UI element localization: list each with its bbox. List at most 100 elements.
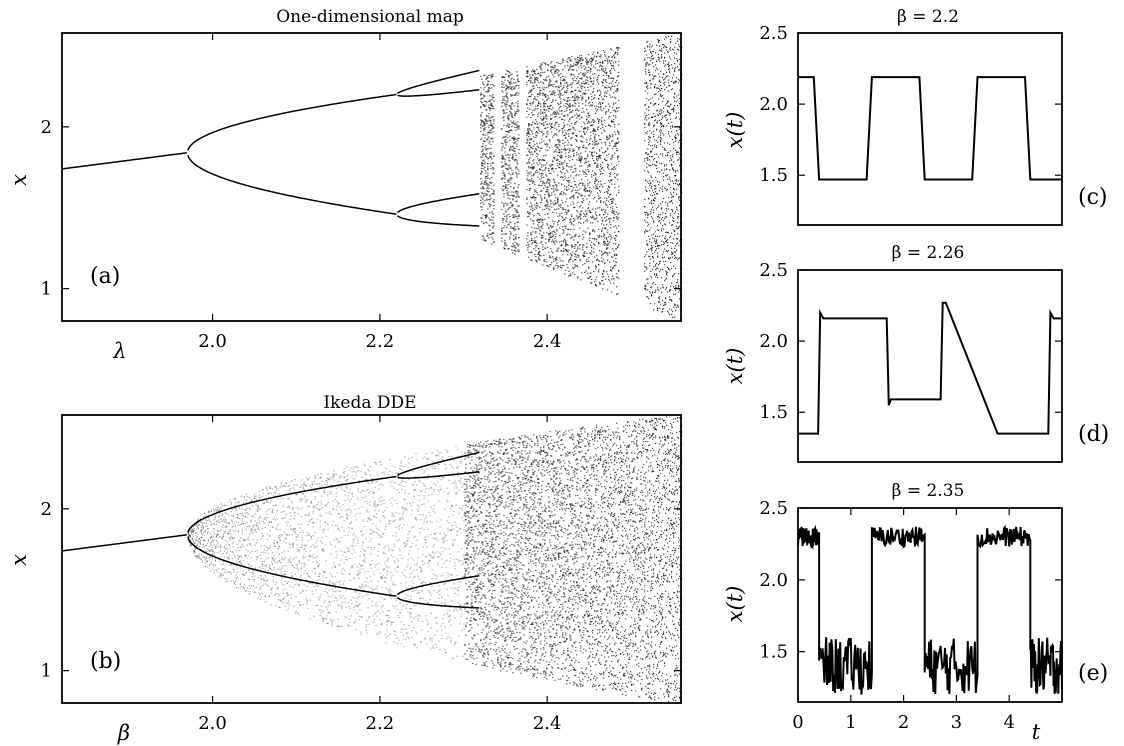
bifurcation-point bbox=[541, 241, 543, 243]
bifurcation-point bbox=[503, 125, 505, 127]
bifurcation-point bbox=[585, 215, 587, 217]
bifurcation-point bbox=[667, 242, 669, 244]
bifurcation-point bbox=[190, 529, 192, 531]
bifurcation-point bbox=[557, 250, 559, 252]
bifurcation-point bbox=[492, 115, 494, 118]
bifurcation-point bbox=[512, 205, 514, 207]
bifurcation-point bbox=[655, 289, 657, 291]
bifurcation-point bbox=[565, 155, 567, 157]
bifurcation-point bbox=[658, 229, 660, 231]
bifurcation-point bbox=[484, 118, 486, 121]
bifurcation-point bbox=[579, 227, 581, 229]
bifurcation-point bbox=[664, 65, 666, 67]
bifurcation-point bbox=[655, 241, 657, 243]
bifurcation-point bbox=[536, 152, 538, 155]
bifurcation-point bbox=[612, 208, 614, 210]
bifurcation-point bbox=[657, 87, 659, 89]
bifurcation-point bbox=[585, 99, 587, 101]
bifurcation-point bbox=[190, 543, 192, 545]
bifurcation-point bbox=[575, 139, 577, 141]
bifurcation-point bbox=[604, 183, 606, 185]
bifurcation-point bbox=[659, 110, 661, 112]
bifurcation-point bbox=[192, 530, 194, 532]
bifurcation-point bbox=[658, 156, 660, 158]
bifurcation-point bbox=[508, 119, 510, 121]
bifurcation-point bbox=[226, 551, 228, 553]
bifurcation-point bbox=[672, 138, 674, 141]
bifurcation-point bbox=[572, 236, 574, 238]
bifurcation-point bbox=[506, 102, 508, 104]
bifurcation-point bbox=[526, 72, 528, 74]
bifurcation-point bbox=[658, 247, 660, 249]
bifurcation-point bbox=[591, 58, 593, 60]
bifurcation-point bbox=[483, 196, 485, 198]
bifurcation-point bbox=[569, 99, 571, 102]
bifurcation-point bbox=[505, 186, 507, 188]
bifurcation-point bbox=[192, 531, 194, 533]
bifurcation-point bbox=[612, 168, 614, 170]
bifurcation-point bbox=[516, 176, 518, 178]
bifurcation-point bbox=[650, 270, 652, 272]
bifurcation-point bbox=[203, 512, 205, 515]
bifurcation-point bbox=[196, 526, 198, 528]
bifurcation-point bbox=[545, 136, 547, 138]
bifurcation-point bbox=[565, 269, 567, 271]
bifurcation-point bbox=[664, 280, 666, 282]
bifurcation-point bbox=[533, 193, 535, 196]
bifurcation-point bbox=[617, 246, 619, 248]
bifurcation-point bbox=[650, 79, 652, 81]
bifurcation-point bbox=[572, 148, 574, 150]
bifurcation-point bbox=[218, 514, 220, 516]
bifurcation-point bbox=[562, 166, 564, 168]
bifurcation-point bbox=[607, 247, 609, 249]
bifurcation-point bbox=[677, 59, 679, 61]
bifurcation-point bbox=[676, 101, 678, 103]
bifurcation-point bbox=[539, 162, 541, 164]
bifurcation-point bbox=[531, 89, 533, 91]
bifurcation-point bbox=[644, 112, 646, 114]
bifurcation-point bbox=[646, 251, 648, 253]
bifurcation-point bbox=[651, 277, 653, 279]
bifurcation-point bbox=[583, 72, 585, 74]
bifurcation-point bbox=[676, 287, 678, 289]
bifurcation-point bbox=[611, 119, 613, 121]
bifurcation-point bbox=[490, 151, 492, 153]
bifurcation-point bbox=[562, 229, 564, 231]
bifurcation-point bbox=[512, 242, 514, 245]
bifurcation-point bbox=[583, 75, 585, 77]
bifurcation-point bbox=[537, 73, 539, 75]
bifurcation-point bbox=[195, 523, 197, 525]
bifurcation-point bbox=[541, 159, 543, 161]
bifurcation-point bbox=[517, 194, 519, 196]
bifurcation-point bbox=[594, 151, 596, 153]
bifurcation-point bbox=[214, 517, 216, 519]
bifurcation-point bbox=[538, 258, 540, 260]
bifurcation-point bbox=[490, 197, 492, 199]
bifurcation-point bbox=[597, 90, 599, 92]
bifurcation-point bbox=[548, 83, 550, 85]
bifurcation-point bbox=[658, 73, 660, 75]
bifurcation-point bbox=[513, 122, 515, 124]
bifurcation-point bbox=[482, 163, 484, 165]
bifurcation-point bbox=[661, 57, 663, 59]
bifurcation-point bbox=[609, 221, 611, 224]
bifurcation-branch bbox=[397, 575, 480, 596]
bifurcation-point bbox=[590, 93, 592, 95]
bifurcation-point bbox=[600, 93, 602, 95]
bifurcation-point bbox=[667, 239, 669, 241]
bifurcation-point bbox=[594, 97, 596, 99]
bifurcation-point bbox=[505, 106, 507, 108]
bifurcation-point bbox=[658, 56, 660, 58]
bifurcation-point bbox=[618, 269, 620, 272]
bifurcation-point bbox=[493, 96, 495, 98]
bifurcation-point bbox=[578, 148, 580, 150]
bifurcation-point bbox=[564, 110, 566, 113]
bifurcation-point bbox=[533, 127, 535, 129]
bifurcation-point bbox=[558, 220, 560, 222]
y-tick-label: 2 bbox=[41, 117, 52, 138]
bifurcation-point bbox=[588, 194, 590, 197]
bifurcation-point bbox=[564, 129, 566, 131]
bifurcation-point bbox=[483, 237, 485, 239]
bifurcation-point bbox=[546, 181, 548, 183]
bifurcation-point bbox=[501, 149, 503, 151]
